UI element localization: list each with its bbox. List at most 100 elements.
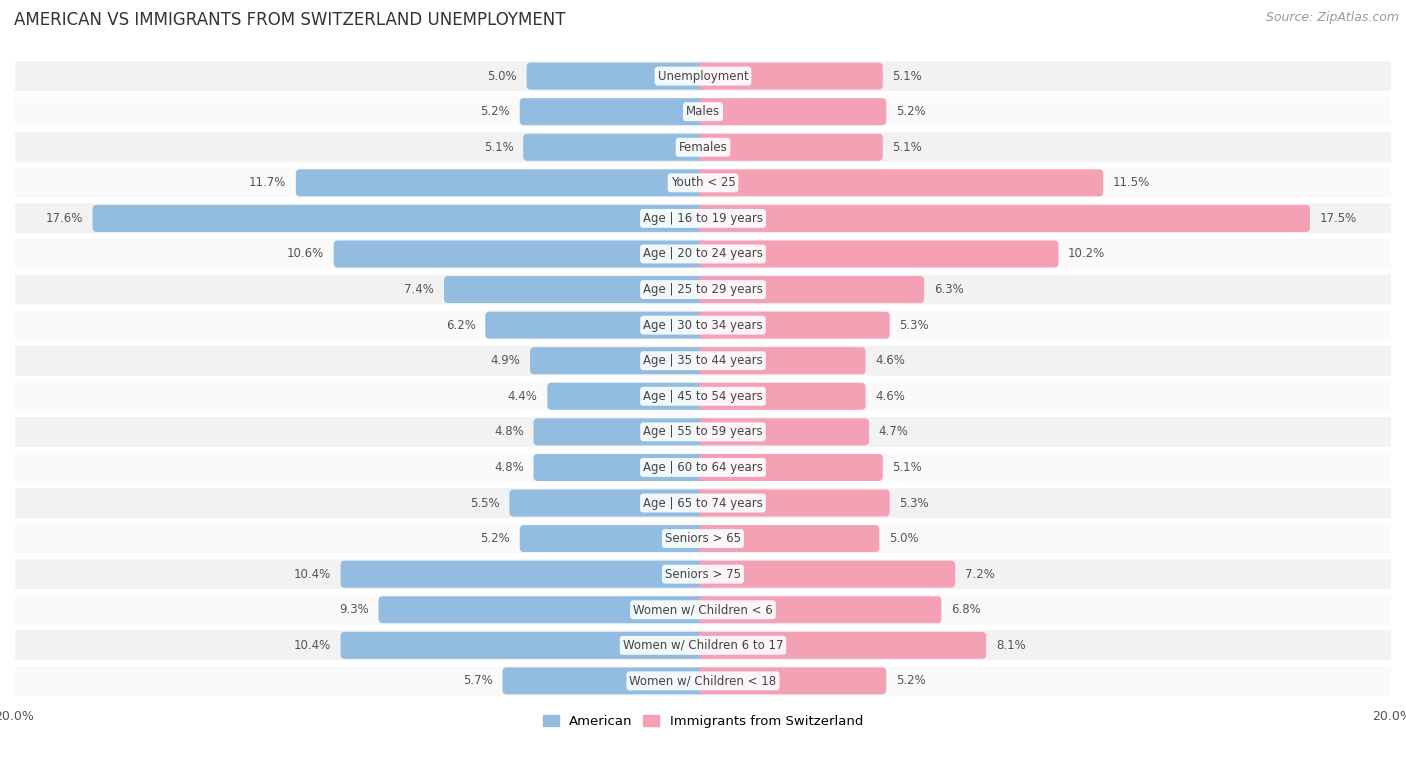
FancyBboxPatch shape xyxy=(502,668,707,694)
FancyBboxPatch shape xyxy=(699,98,886,125)
FancyBboxPatch shape xyxy=(520,98,707,125)
Text: 5.2%: 5.2% xyxy=(481,532,510,545)
FancyBboxPatch shape xyxy=(14,273,1392,306)
Text: 7.4%: 7.4% xyxy=(405,283,434,296)
FancyBboxPatch shape xyxy=(523,134,707,160)
Text: Age | 55 to 59 years: Age | 55 to 59 years xyxy=(643,425,763,438)
FancyBboxPatch shape xyxy=(699,241,1059,267)
Text: 10.6%: 10.6% xyxy=(287,248,323,260)
FancyBboxPatch shape xyxy=(14,380,1392,413)
FancyBboxPatch shape xyxy=(14,558,1392,590)
Text: Age | 16 to 19 years: Age | 16 to 19 years xyxy=(643,212,763,225)
Text: 10.2%: 10.2% xyxy=(1069,248,1105,260)
Text: 5.1%: 5.1% xyxy=(484,141,513,154)
Text: AMERICAN VS IMMIGRANTS FROM SWITZERLAND UNEMPLOYMENT: AMERICAN VS IMMIGRANTS FROM SWITZERLAND … xyxy=(14,11,565,30)
Text: 5.3%: 5.3% xyxy=(900,319,929,332)
Text: 8.1%: 8.1% xyxy=(995,639,1025,652)
FancyBboxPatch shape xyxy=(14,309,1392,341)
Text: Youth < 25: Youth < 25 xyxy=(671,176,735,189)
FancyBboxPatch shape xyxy=(699,490,890,516)
FancyBboxPatch shape xyxy=(93,205,707,232)
Text: 4.6%: 4.6% xyxy=(875,354,905,367)
Text: Seniors > 65: Seniors > 65 xyxy=(665,532,741,545)
Text: 17.6%: 17.6% xyxy=(45,212,83,225)
FancyBboxPatch shape xyxy=(699,312,890,338)
FancyBboxPatch shape xyxy=(333,241,707,267)
Text: Women w/ Children < 6: Women w/ Children < 6 xyxy=(633,603,773,616)
Text: 4.8%: 4.8% xyxy=(494,461,524,474)
FancyBboxPatch shape xyxy=(444,276,707,303)
FancyBboxPatch shape xyxy=(14,95,1392,128)
FancyBboxPatch shape xyxy=(14,487,1392,519)
Text: 5.3%: 5.3% xyxy=(900,497,929,509)
FancyBboxPatch shape xyxy=(485,312,707,338)
Text: Females: Females xyxy=(679,141,727,154)
FancyBboxPatch shape xyxy=(14,344,1392,377)
Text: Women w/ Children 6 to 17: Women w/ Children 6 to 17 xyxy=(623,639,783,652)
FancyBboxPatch shape xyxy=(530,347,707,374)
Text: 4.4%: 4.4% xyxy=(508,390,537,403)
FancyBboxPatch shape xyxy=(14,416,1392,448)
FancyBboxPatch shape xyxy=(295,170,707,196)
Text: 17.5%: 17.5% xyxy=(1320,212,1357,225)
Text: 6.8%: 6.8% xyxy=(950,603,981,616)
FancyBboxPatch shape xyxy=(533,419,707,445)
Text: Source: ZipAtlas.com: Source: ZipAtlas.com xyxy=(1265,11,1399,24)
Text: 4.8%: 4.8% xyxy=(494,425,524,438)
FancyBboxPatch shape xyxy=(14,593,1392,626)
FancyBboxPatch shape xyxy=(699,597,942,623)
Text: Age | 60 to 64 years: Age | 60 to 64 years xyxy=(643,461,763,474)
Text: Unemployment: Unemployment xyxy=(658,70,748,83)
FancyBboxPatch shape xyxy=(527,63,707,89)
Text: 5.1%: 5.1% xyxy=(893,70,922,83)
Text: Seniors > 75: Seniors > 75 xyxy=(665,568,741,581)
FancyBboxPatch shape xyxy=(699,205,1310,232)
FancyBboxPatch shape xyxy=(14,238,1392,270)
Text: 7.2%: 7.2% xyxy=(965,568,994,581)
Text: Age | 20 to 24 years: Age | 20 to 24 years xyxy=(643,248,763,260)
Text: 5.7%: 5.7% xyxy=(463,674,494,687)
Text: 6.3%: 6.3% xyxy=(934,283,963,296)
FancyBboxPatch shape xyxy=(14,202,1392,235)
FancyBboxPatch shape xyxy=(378,597,707,623)
Text: Women w/ Children < 18: Women w/ Children < 18 xyxy=(630,674,776,687)
FancyBboxPatch shape xyxy=(533,454,707,481)
FancyBboxPatch shape xyxy=(520,525,707,552)
FancyBboxPatch shape xyxy=(14,131,1392,164)
FancyBboxPatch shape xyxy=(14,629,1392,662)
FancyBboxPatch shape xyxy=(14,167,1392,199)
FancyBboxPatch shape xyxy=(699,347,866,374)
Text: 5.0%: 5.0% xyxy=(488,70,517,83)
Text: 5.1%: 5.1% xyxy=(893,141,922,154)
Text: 10.4%: 10.4% xyxy=(294,639,330,652)
Text: 11.7%: 11.7% xyxy=(249,176,287,189)
FancyBboxPatch shape xyxy=(14,665,1392,697)
Text: Males: Males xyxy=(686,105,720,118)
Text: 5.2%: 5.2% xyxy=(481,105,510,118)
Text: Age | 45 to 54 years: Age | 45 to 54 years xyxy=(643,390,763,403)
FancyBboxPatch shape xyxy=(699,276,924,303)
Text: 5.5%: 5.5% xyxy=(470,497,499,509)
FancyBboxPatch shape xyxy=(699,170,1104,196)
FancyBboxPatch shape xyxy=(14,451,1392,484)
FancyBboxPatch shape xyxy=(699,63,883,89)
FancyBboxPatch shape xyxy=(699,632,986,659)
Legend: American, Immigrants from Switzerland: American, Immigrants from Switzerland xyxy=(537,709,869,734)
Text: 5.1%: 5.1% xyxy=(893,461,922,474)
Text: 6.2%: 6.2% xyxy=(446,319,475,332)
Text: Age | 65 to 74 years: Age | 65 to 74 years xyxy=(643,497,763,509)
Text: 4.7%: 4.7% xyxy=(879,425,908,438)
Text: 4.6%: 4.6% xyxy=(875,390,905,403)
FancyBboxPatch shape xyxy=(699,668,886,694)
Text: Age | 25 to 29 years: Age | 25 to 29 years xyxy=(643,283,763,296)
FancyBboxPatch shape xyxy=(14,522,1392,555)
Text: 10.4%: 10.4% xyxy=(294,568,330,581)
Text: 4.9%: 4.9% xyxy=(491,354,520,367)
Text: 11.5%: 11.5% xyxy=(1114,176,1150,189)
Text: Age | 30 to 34 years: Age | 30 to 34 years xyxy=(643,319,763,332)
FancyBboxPatch shape xyxy=(509,490,707,516)
FancyBboxPatch shape xyxy=(699,419,869,445)
FancyBboxPatch shape xyxy=(14,60,1392,92)
FancyBboxPatch shape xyxy=(547,383,707,410)
FancyBboxPatch shape xyxy=(340,561,707,587)
